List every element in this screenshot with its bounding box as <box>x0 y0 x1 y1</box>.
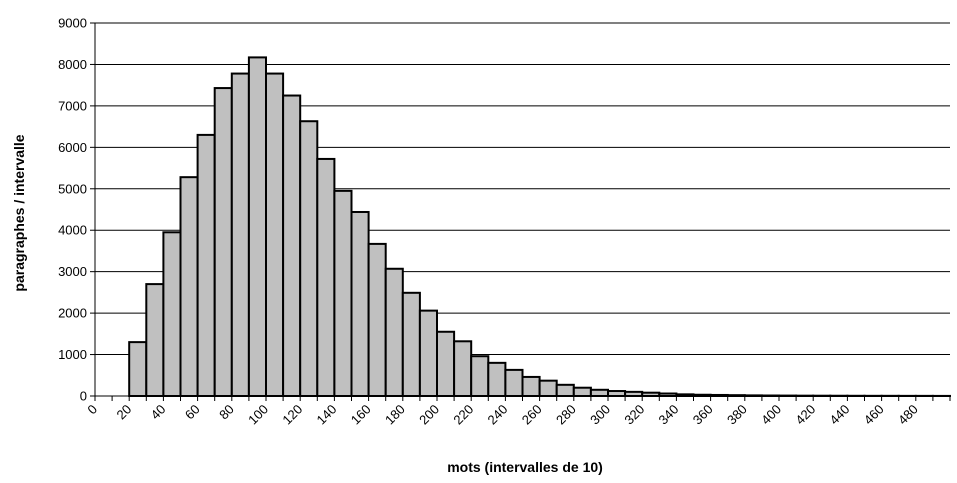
x-tick-label: 140 <box>314 402 340 428</box>
x-tick-label: 480 <box>895 402 921 428</box>
y-tick-label: 8000 <box>58 57 87 72</box>
x-tick-label: 340 <box>656 402 682 428</box>
histogram-bar <box>607 390 627 398</box>
histogram-bar <box>265 72 285 397</box>
x-tick-label: 180 <box>382 402 408 428</box>
histogram-bar <box>538 379 558 398</box>
x-tick-label: 160 <box>348 402 374 428</box>
x-tick-label: 260 <box>519 402 545 428</box>
y-tick-label: 7000 <box>58 98 87 113</box>
x-tick-label: 100 <box>245 402 271 428</box>
x-tick-label: 240 <box>485 402 511 428</box>
y-axis-title: paragraphes / intervalle <box>11 134 27 291</box>
x-tick-label: 360 <box>690 402 716 428</box>
x-tick-label: 60 <box>182 402 203 423</box>
x-tick-label: 300 <box>587 402 613 428</box>
histogram-bar <box>401 291 421 398</box>
x-tick-label: 80 <box>216 402 237 423</box>
bars <box>128 56 952 398</box>
y-tick-label: 1000 <box>58 347 87 362</box>
histogram-bar <box>333 189 353 397</box>
x-tick-label: 220 <box>450 402 476 428</box>
y-tick-label: 6000 <box>58 140 87 155</box>
histogram-bar <box>589 388 610 397</box>
x-tick-label: 400 <box>758 402 784 428</box>
histogram-bar <box>624 390 644 398</box>
x-tick-label: 120 <box>279 402 305 428</box>
x-tick-label: 0 <box>84 402 100 418</box>
y-tick-label: 0 <box>80 389 87 404</box>
y-tick-label: 4000 <box>58 223 87 238</box>
y-tick-label: 9000 <box>58 16 87 31</box>
x-tick-label: 460 <box>861 402 887 428</box>
axes <box>90 22 951 401</box>
histogram-bar <box>213 87 233 397</box>
histogram-bar <box>418 309 438 398</box>
x-tick-label: 200 <box>416 402 442 428</box>
histogram-bar <box>162 231 182 397</box>
x-tick-label: 20 <box>113 402 134 423</box>
histogram-bar <box>453 340 473 397</box>
x-tick-label: 420 <box>792 402 818 428</box>
x-tick-label: 320 <box>621 402 647 428</box>
histogram-bar <box>145 283 165 398</box>
histogram-bar <box>350 210 370 397</box>
x-tick-label: 40 <box>148 402 169 423</box>
histogram-bar <box>504 368 524 398</box>
y-tick-label: 2000 <box>58 306 87 321</box>
histogram-bar <box>521 375 541 397</box>
y-tick-label: 5000 <box>58 181 87 196</box>
histogram-bar <box>487 361 507 398</box>
histogram-bar <box>555 383 575 397</box>
histogram-bar <box>230 72 250 397</box>
x-tick-labels: 0 20 40 60 80 100 120 140 160 180 200 220 240 260 280 3… <box>84 402 921 428</box>
histogram-bar <box>470 355 490 398</box>
y-tick-labels: 0 1000 2000 3000 4000 5000 6000 7000 8000 9000 <box>58 16 87 404</box>
histogram-bar <box>196 133 216 397</box>
histogram-bar <box>436 330 456 397</box>
x-tick-label: 380 <box>724 402 750 428</box>
x-axis-title: mots (intervalles de 10) <box>447 459 603 475</box>
y-tick-label: 3000 <box>58 264 87 279</box>
histogram-bar <box>128 341 148 397</box>
histogram-bar <box>247 56 267 397</box>
x-tick-label: 280 <box>553 402 579 428</box>
histogram-bar <box>282 94 302 398</box>
histogram-bar <box>299 120 319 398</box>
histogram-bar <box>572 386 592 398</box>
histogram-bar <box>316 157 336 397</box>
histogram-bar <box>384 267 404 398</box>
histogram-bar <box>179 176 199 397</box>
x-tick-label: 440 <box>827 402 853 428</box>
histogram-bar <box>367 242 387 397</box>
